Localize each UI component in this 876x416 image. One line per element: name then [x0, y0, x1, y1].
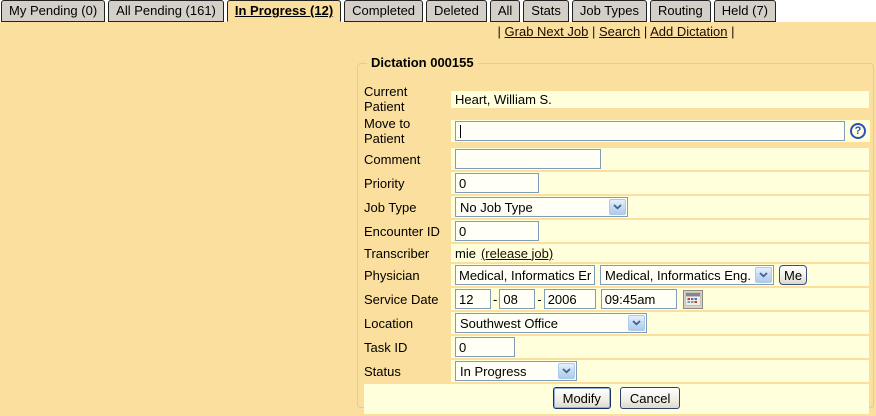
job-type-selected-value: No Job Type — [460, 199, 533, 215]
job-type-row: Job Type No Job Type — [360, 196, 869, 218]
time-input[interactable] — [600, 289, 677, 309]
form-buttons-row: Modify Cancel — [364, 384, 869, 414]
release-job-link[interactable]: (release job) — [480, 245, 554, 261]
move-to-patient-label: Move to Patient — [364, 116, 411, 146]
date-separator: - — [537, 291, 542, 307]
add-dictation-link[interactable]: Add Dictation — [650, 24, 728, 39]
status-label: Status — [364, 363, 401, 379]
tab-completed[interactable]: Completed — [344, 0, 424, 22]
tab-deleted[interactable]: Deleted — [426, 0, 487, 22]
physician-selected-value: Medical, Informatics Eng. — [605, 267, 751, 283]
location-select[interactable]: Southwest Office — [455, 313, 647, 333]
transcriber-row: Transcriber mie (release job) — [360, 244, 869, 262]
me-button[interactable]: Me — [779, 265, 808, 285]
task-id-label: Task ID — [364, 339, 408, 355]
current-patient-row: Current Patient Heart, William S. — [360, 84, 869, 114]
location-label: Location — [364, 315, 414, 331]
separator: | — [731, 24, 735, 39]
move-to-patient-input[interactable] — [455, 121, 845, 141]
encounter-id-row: Encounter ID — [360, 220, 869, 242]
comment-label: Comment — [364, 151, 421, 167]
location-row: Location Southwest Office — [360, 312, 869, 334]
priority-row: Priority — [360, 172, 869, 194]
encounter-id-input[interactable] — [455, 221, 539, 241]
search-link[interactable]: Search — [599, 24, 641, 39]
job-type-select[interactable]: No Job Type — [455, 197, 628, 217]
tab-my-pending[interactable]: My Pending (0) — [1, 0, 106, 22]
chevron-down-icon — [558, 363, 575, 379]
physician-input[interactable] — [455, 265, 595, 285]
calendar-icon[interactable] — [682, 289, 703, 309]
separator: | — [643, 24, 648, 39]
encounter-id-label: Encounter ID — [364, 223, 440, 239]
comment-input[interactable] — [455, 149, 601, 169]
transcriber-value: mie — [455, 245, 476, 261]
tab-bar: My Pending (0) All Pending (161) In Prog… — [0, 0, 876, 22]
current-patient-label: Current Patient — [364, 84, 408, 114]
comment-row: Comment — [360, 148, 869, 170]
date-day-input[interactable] — [499, 289, 536, 309]
dictation-fieldset: Dictation 000155 Current Patient Heart, … — [357, 55, 874, 414]
tab-held[interactable]: Held (7) — [713, 0, 777, 22]
priority-label: Priority — [364, 175, 405, 191]
date-year-input[interactable] — [543, 289, 596, 309]
date-month-input[interactable] — [455, 289, 491, 309]
modify-button[interactable]: Modify — [552, 387, 611, 409]
status-selected-value: In Progress — [460, 363, 527, 379]
tab-in-progress[interactable]: In Progress (12) — [226, 0, 342, 22]
tab-all-pending[interactable]: All Pending (161) — [108, 0, 224, 22]
task-id-input[interactable] — [455, 337, 515, 357]
move-to-patient-row: Move to Patient ? — [360, 116, 870, 146]
status-row: Status In Progress — [360, 360, 869, 382]
task-id-row: Task ID — [360, 336, 869, 358]
transcriber-label: Transcriber — [364, 245, 430, 261]
chevron-down-icon — [628, 315, 645, 331]
priority-input[interactable] — [455, 173, 539, 193]
form-title: Dictation 000155 — [367, 55, 478, 70]
help-icon[interactable]: ? — [850, 123, 866, 139]
tab-routing[interactable]: Routing — [649, 0, 711, 22]
service-date-row: Service Date - - — [360, 288, 869, 310]
quick-links: | Grab Next Job | Search | Add Dictation… — [358, 24, 874, 39]
separator: | — [497, 24, 501, 39]
physician-select[interactable]: Medical, Informatics Eng. — [600, 265, 774, 285]
chevron-down-icon — [755, 267, 772, 283]
tab-all[interactable]: All — [489, 0, 521, 22]
service-date-label: Service Date — [364, 291, 439, 307]
cancel-button[interactable]: Cancel — [619, 387, 681, 409]
text-caret — [460, 125, 461, 138]
current-patient-value: Heart, William S. — [455, 91, 552, 107]
grab-next-job-link[interactable]: Grab Next Job — [504, 24, 589, 39]
tab-job-types[interactable]: Job Types — [571, 0, 647, 22]
date-separator: - — [493, 291, 498, 307]
physician-row: Physician Medical, Informatics Eng. Me — [360, 264, 869, 286]
status-select[interactable]: In Progress — [455, 361, 577, 381]
tab-stats[interactable]: Stats — [523, 0, 569, 22]
separator: | — [591, 24, 596, 39]
chevron-down-icon — [609, 199, 626, 215]
location-selected-value: Southwest Office — [460, 315, 559, 331]
physician-label: Physician — [364, 267, 420, 283]
job-type-label: Job Type — [364, 199, 417, 215]
